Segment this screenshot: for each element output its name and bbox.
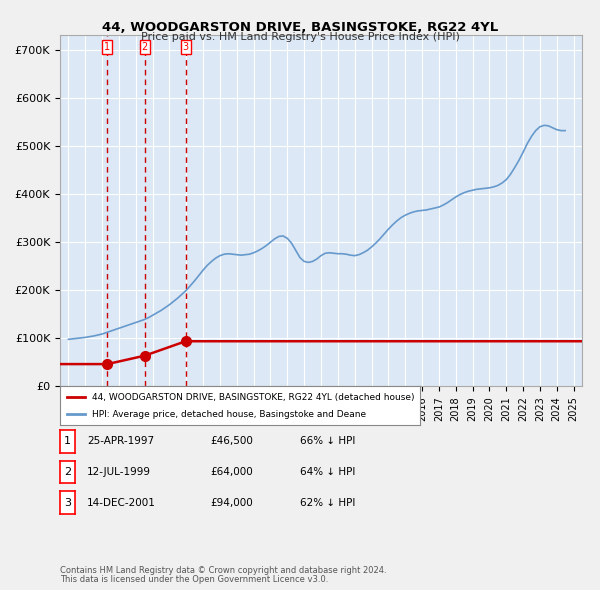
Text: 2: 2 (64, 467, 71, 477)
Text: 3: 3 (182, 42, 188, 53)
Text: £94,000: £94,000 (210, 498, 253, 507)
Text: 66% ↓ HPI: 66% ↓ HPI (300, 437, 355, 446)
Text: 12-JUL-1999: 12-JUL-1999 (87, 467, 151, 477)
Text: 14-DEC-2001: 14-DEC-2001 (87, 498, 156, 507)
Text: £64,000: £64,000 (210, 467, 253, 477)
Text: This data is licensed under the Open Government Licence v3.0.: This data is licensed under the Open Gov… (60, 575, 328, 584)
Text: 62% ↓ HPI: 62% ↓ HPI (300, 498, 355, 507)
Text: 1: 1 (64, 437, 71, 446)
Text: 25-APR-1997: 25-APR-1997 (87, 437, 154, 446)
Text: HPI: Average price, detached house, Basingstoke and Deane: HPI: Average price, detached house, Basi… (92, 409, 367, 418)
Text: 44, WOODGARSTON DRIVE, BASINGSTOKE, RG22 4YL: 44, WOODGARSTON DRIVE, BASINGSTOKE, RG22… (102, 21, 498, 34)
Text: 2: 2 (142, 42, 148, 53)
Text: 64% ↓ HPI: 64% ↓ HPI (300, 467, 355, 477)
Text: Price paid vs. HM Land Registry's House Price Index (HPI): Price paid vs. HM Land Registry's House … (140, 32, 460, 42)
Text: 1: 1 (104, 42, 110, 53)
Text: £46,500: £46,500 (210, 437, 253, 446)
Text: 3: 3 (64, 498, 71, 507)
Text: Contains HM Land Registry data © Crown copyright and database right 2024.: Contains HM Land Registry data © Crown c… (60, 566, 386, 575)
Text: 44, WOODGARSTON DRIVE, BASINGSTOKE, RG22 4YL (detached house): 44, WOODGARSTON DRIVE, BASINGSTOKE, RG22… (92, 393, 415, 402)
